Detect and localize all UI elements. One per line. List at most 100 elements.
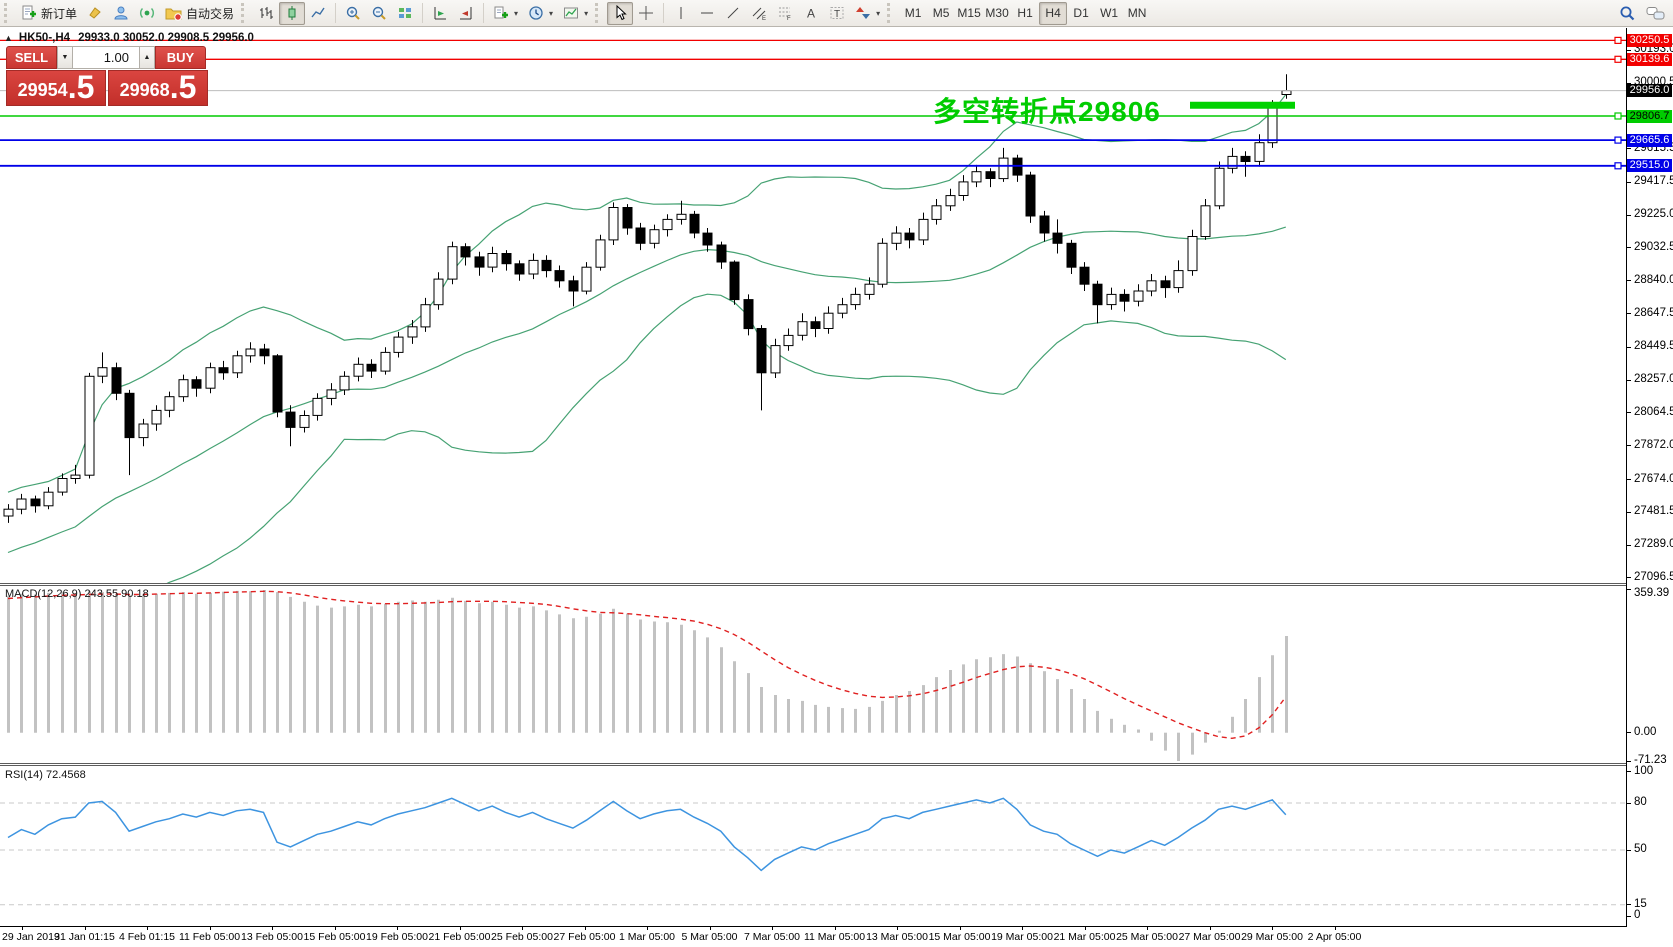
time-axis[interactable]: 29 Jan 2019 31 Jan 01:15 4 Feb 01:15 11 Feb…	[0, 927, 1673, 947]
timeframe-d1-button[interactable]: D1	[1073, 6, 1089, 20]
text-label-button[interactable]: T	[824, 2, 850, 25]
candlestick-chart-button[interactable]	[279, 1, 306, 25]
time-axis-tick	[209, 927, 211, 930]
volume-increase-button[interactable]: ▲	[139, 46, 155, 69]
search-button[interactable]	[1614, 2, 1641, 25]
pane-separator[interactable]	[0, 763, 1673, 764]
price-tick	[1627, 214, 1631, 216]
main-chart-canvas[interactable]	[0, 28, 1626, 584]
chat-button[interactable]	[1641, 2, 1671, 25]
horizontal-line-button[interactable]	[694, 2, 720, 25]
tile-windows-button[interactable]	[392, 2, 418, 25]
price-tick-label: 29417.5	[1634, 175, 1673, 188]
vertical-line-button[interactable]	[668, 2, 694, 25]
time-axis-tick	[272, 927, 273, 930]
price-tick	[1627, 445, 1631, 447]
templates-button[interactable]: ▾	[558, 2, 593, 25]
line-chart-icon	[310, 5, 326, 21]
timeframe-m30-button[interactable]: M30	[985, 6, 1009, 20]
chevron-down-icon: ▾	[876, 8, 881, 18]
rsi-scale-tick	[1627, 849, 1631, 851]
macd-scale-label: 359.39	[1634, 587, 1670, 599]
horizontal-price-lines	[0, 36, 1626, 170]
fibonacci-button[interactable]: F	[772, 2, 798, 25]
new-order-icon	[21, 5, 37, 21]
toolbar-drag-handle[interactable]	[241, 3, 249, 23]
volume-decrease-button[interactable]: ▼	[57, 46, 73, 69]
time-axis-border	[0, 926, 1673, 927]
timeframe-m5-button[interactable]: M5	[932, 6, 950, 20]
auto-trading-button[interactable]: 自动交易	[160, 2, 239, 25]
auto-scroll-button[interactable]	[427, 2, 453, 25]
toolbar-drag-handle[interactable]	[595, 3, 603, 23]
price-line-badge: 29515.0	[1627, 159, 1672, 173]
signals-button[interactable]	[134, 2, 160, 25]
candles	[3, 74, 1292, 523]
trendline-icon	[725, 5, 741, 21]
macd-pane-canvas[interactable]	[0, 585, 1626, 763]
time-axis-label: 11 Feb 05:00	[178, 931, 241, 943]
panel-expand-icon[interactable]: ▲	[4, 33, 13, 43]
time-axis-label: 27 Mar 05:00	[1178, 931, 1241, 943]
crosshair-button[interactable]	[633, 2, 659, 25]
toolbar: 新订单 自动交易	[0, 0, 1673, 27]
rsi-scale-label: 50	[1634, 843, 1647, 855]
mql5-button[interactable]	[82, 2, 108, 25]
price-tick	[1627, 479, 1631, 481]
search-icon	[1619, 5, 1636, 22]
text-button[interactable]: A	[798, 2, 824, 25]
timeframe-w1-button[interactable]: W1	[1100, 6, 1119, 20]
zoom-out-button[interactable]	[366, 2, 392, 25]
zoom-in-button[interactable]	[340, 2, 366, 25]
time-axis-label: 29 Jan 2019	[2, 931, 60, 943]
chevron-down-icon: ▾	[514, 8, 519, 18]
macd-histogram	[7, 590, 1288, 761]
timeframe-m15-button[interactable]: M15	[957, 6, 981, 20]
trendline-button[interactable]	[720, 2, 746, 25]
pane-separator[interactable]	[0, 583, 1673, 584]
toolbar-drag-handle[interactable]	[4, 3, 12, 23]
time-axis-label: 27 Feb 05:00	[553, 931, 616, 943]
time-axis-label: 15 Feb 05:00	[303, 931, 366, 943]
volume-input[interactable]	[73, 46, 139, 69]
timeframe-m1-button[interactable]: M1	[904, 6, 922, 20]
indicators-button[interactable]: ▾	[488, 2, 523, 25]
chat-icon	[1646, 5, 1666, 21]
pane-separator[interactable]	[0, 585, 1673, 586]
cursor-button[interactable]	[607, 1, 634, 25]
price-tick	[1627, 379, 1631, 381]
periods-button[interactable]: ▾	[523, 2, 558, 25]
timeframe-h1-button[interactable]: H1	[1017, 6, 1033, 20]
time-axis-label: 13 Mar 05:00	[866, 931, 928, 943]
time-axis-label: 25 Mar 05:00	[1116, 931, 1178, 943]
person-icon	[113, 5, 129, 21]
line-chart-button[interactable]	[305, 2, 331, 25]
arrows-button[interactable]: ▾	[850, 2, 885, 25]
price-tick	[1627, 181, 1631, 183]
time-axis-label: 5 Mar 05:00	[681, 931, 738, 943]
community-button[interactable]	[108, 2, 134, 25]
timeframe-mn-button[interactable]: MN	[1127, 6, 1147, 20]
rsi-pane-canvas[interactable]	[0, 766, 1626, 926]
timeframe-h4-button[interactable]: H4	[1039, 1, 1068, 25]
cursor-arrow-icon	[612, 5, 628, 21]
new-order-button[interactable]: 新订单	[16, 2, 82, 25]
signal-icon	[139, 5, 155, 21]
sell-button[interactable]: SELL	[6, 46, 57, 69]
bar-chart-button[interactable]	[253, 2, 279, 25]
buy-price-button[interactable]: 29968.5	[108, 70, 208, 106]
time-axis-label: 11 Mar 05:00	[803, 931, 866, 943]
pane-separator[interactable]	[0, 765, 1673, 766]
toolbar-drag-handle[interactable]	[887, 3, 895, 23]
chart-shift-button[interactable]	[453, 2, 479, 25]
price-axis[interactable]: 30193.0 30000.5 29615.5 29417.5 29225.0 29032…	[1627, 28, 1673, 927]
price-tick	[1627, 148, 1631, 150]
buy-button[interactable]: BUY	[155, 46, 206, 69]
price-tick-label: 29225.0	[1634, 208, 1673, 221]
chart-annotation-text[interactable]: 多空转折点29806	[933, 96, 1161, 127]
sell-price-button[interactable]: 29954.5	[6, 70, 106, 106]
time-axis-tick	[647, 927, 648, 930]
channel-button[interactable]: E	[746, 2, 772, 25]
time-axis-tick	[1334, 927, 1336, 930]
time-axis-label: 21 Feb 05:00	[428, 931, 491, 943]
